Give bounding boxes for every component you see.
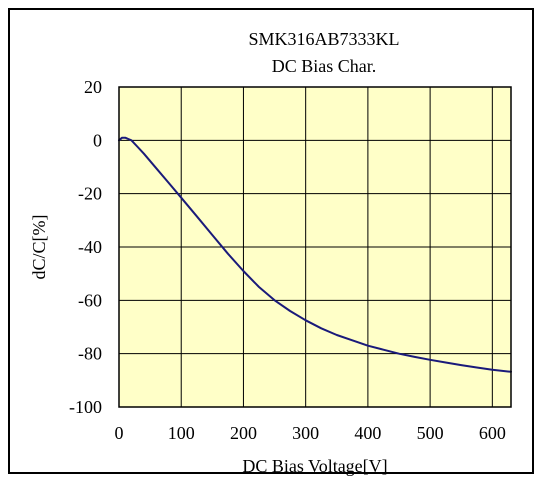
x-tick-labels: 0 100 200 300 400 500 600: [115, 423, 506, 443]
y-tick-label: -60: [78, 290, 102, 310]
chart-subtitle: DC Bias Char.: [272, 56, 377, 76]
grid-lines: [119, 87, 511, 407]
y-tick-label: -40: [78, 237, 102, 257]
x-tick-label: 400: [354, 423, 381, 443]
y-tick-label: 0: [93, 130, 102, 150]
x-tick-label: 500: [417, 423, 444, 443]
series-group: [118, 136, 512, 373]
y-tick-labels: 20 0 -20 -40 -60 -80 -100: [69, 77, 102, 417]
y-tick-label: -20: [78, 184, 102, 204]
x-tick-label: 100: [168, 423, 195, 443]
x-tick-label: 200: [230, 423, 257, 443]
series-line-0: [118, 136, 512, 373]
y-tick-label: 20: [84, 77, 102, 97]
x-tick-label: 300: [292, 423, 319, 443]
x-tick-label: 0: [115, 423, 124, 443]
y-tick-label: -80: [78, 344, 102, 364]
x-tick-label: 600: [479, 423, 506, 443]
y-tick-label: -100: [69, 397, 102, 417]
x-axis-label: DC Bias Voltage[V]: [242, 456, 387, 476]
y-axis-label: dC/C[%]: [29, 215, 49, 280]
plot-border: [118, 86, 512, 408]
chart-title: SMK316AB7333KL: [248, 29, 399, 49]
